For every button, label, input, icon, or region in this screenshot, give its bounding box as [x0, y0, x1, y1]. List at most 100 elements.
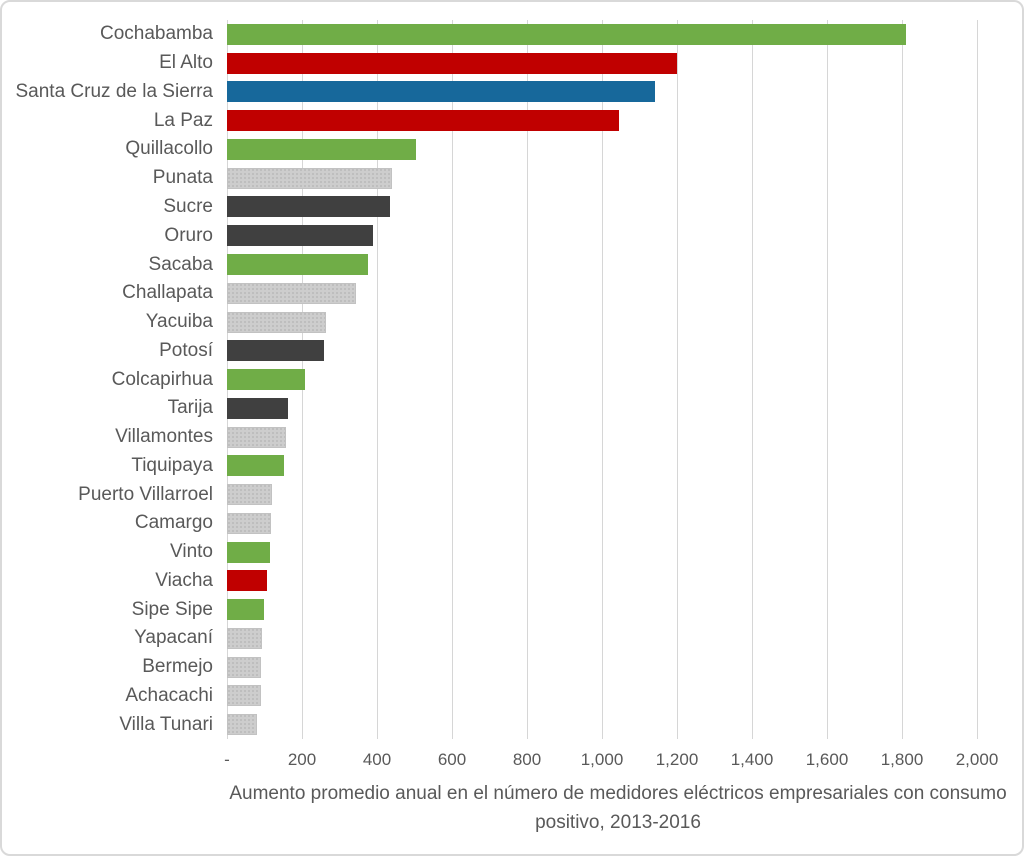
bar [227, 541, 270, 563]
bar-track [227, 49, 977, 78]
gridline [752, 20, 753, 739]
gridline [377, 20, 378, 739]
bar-track [227, 78, 977, 107]
bar-track [227, 135, 977, 164]
bar [227, 570, 268, 592]
bar [227, 512, 271, 534]
bar-track [227, 164, 977, 193]
bar-row: Viacha [2, 567, 977, 596]
x-tick-label: 400 [362, 750, 392, 769]
x-tick-label: 800 [512, 750, 542, 769]
x-tick-label: 1,600 [805, 750, 849, 769]
category-label: Villa Tunari [119, 713, 213, 735]
category-label: Achacachi [125, 684, 213, 706]
bar [227, 656, 261, 678]
bar-track [227, 710, 977, 739]
category-label: Yapacaní [134, 627, 213, 649]
bar-track [227, 279, 977, 308]
bar-track [227, 682, 977, 711]
bar-row: Villa Tunari [2, 710, 977, 739]
bar [227, 254, 368, 275]
category-label: Sacaba [148, 253, 213, 275]
category-label: Punata [152, 167, 213, 189]
category-label: Sipe Sipe [131, 598, 213, 620]
x-tick-label: 1,200 [655, 750, 699, 769]
x-tick-label: 2,000 [955, 750, 999, 769]
bar-row: El Alto [2, 49, 977, 78]
x-tick-label: - [224, 750, 230, 769]
category-label: El Alto [159, 52, 213, 74]
category-label: Tarija [167, 397, 213, 419]
bar [227, 110, 619, 132]
bar-track [227, 624, 977, 653]
bar [227, 685, 261, 707]
category-label: Vinto [170, 541, 213, 563]
bar-track [227, 653, 977, 682]
gridline [827, 20, 828, 739]
category-label: Puerto Villarroel [78, 483, 213, 505]
bar-track [227, 106, 977, 135]
bar-row: La Paz [2, 106, 977, 135]
bar-track [227, 509, 977, 538]
bar-row: Tiquipaya [2, 451, 977, 480]
bar [227, 627, 263, 649]
bar-row: Sacaba [2, 250, 977, 279]
bar [227, 599, 265, 621]
bar [227, 23, 906, 45]
bar-row: Yapacaní [2, 624, 977, 653]
bar-row: Camargo [2, 509, 977, 538]
bar [227, 311, 327, 333]
bar-row: Sucre [2, 193, 977, 222]
category-label: La Paz [153, 109, 213, 131]
bar-row: Quillacollo [2, 135, 977, 164]
category-label: Cochabamba [99, 23, 213, 45]
x-tick-label: 200 [287, 750, 317, 769]
bar-row: Potosí [2, 336, 977, 365]
bar [227, 138, 417, 160]
bar [227, 369, 305, 391]
bar-row: Puerto Villarroel [2, 480, 977, 509]
bar-row: Villamontes [2, 423, 977, 452]
gridline [977, 20, 978, 739]
bar-track [227, 538, 977, 567]
x-tick-label: 1,400 [730, 750, 774, 769]
bar-track [227, 221, 977, 250]
category-label: Yacuiba [145, 311, 213, 333]
bar [227, 225, 374, 247]
bar-row: Cochabamba [2, 20, 977, 49]
bar [227, 282, 357, 304]
category-label: Sucre [163, 195, 213, 217]
gridline [452, 20, 453, 739]
bar [227, 196, 391, 218]
category-label: Challapata [122, 282, 213, 304]
bar [227, 340, 324, 362]
bar-row: Vinto [2, 538, 977, 567]
bar-row: Sipe Sipe [2, 595, 977, 624]
category-label: Oruro [164, 224, 213, 246]
bar-track [227, 567, 977, 596]
x-axis-title: Aumento promedio anual en el número de m… [229, 783, 1007, 833]
bar-row: Tarija [2, 394, 977, 423]
category-label: Bermejo [142, 656, 213, 678]
bar-rows: Cochabamba El Alto Santa Cruz de la Sierra… [2, 20, 977, 739]
bar [227, 397, 288, 419]
category-label: Tiquipaya [131, 454, 213, 476]
bar-row: Punata [2, 164, 977, 193]
gridline [677, 20, 678, 739]
bar [227, 426, 286, 448]
bar-track [227, 250, 977, 279]
bar-row: Yacuiba [2, 308, 977, 337]
bar [227, 484, 273, 506]
x-tick-label: 1,000 [580, 750, 624, 769]
bar [227, 81, 655, 103]
bar [227, 714, 258, 736]
bar-track [227, 20, 977, 49]
bar-track [227, 423, 977, 452]
bar-track [227, 394, 977, 423]
bar-track [227, 193, 977, 222]
bar [227, 52, 677, 74]
bar-track [227, 365, 977, 394]
bar-track [227, 336, 977, 365]
category-label: Potosí [159, 339, 213, 361]
